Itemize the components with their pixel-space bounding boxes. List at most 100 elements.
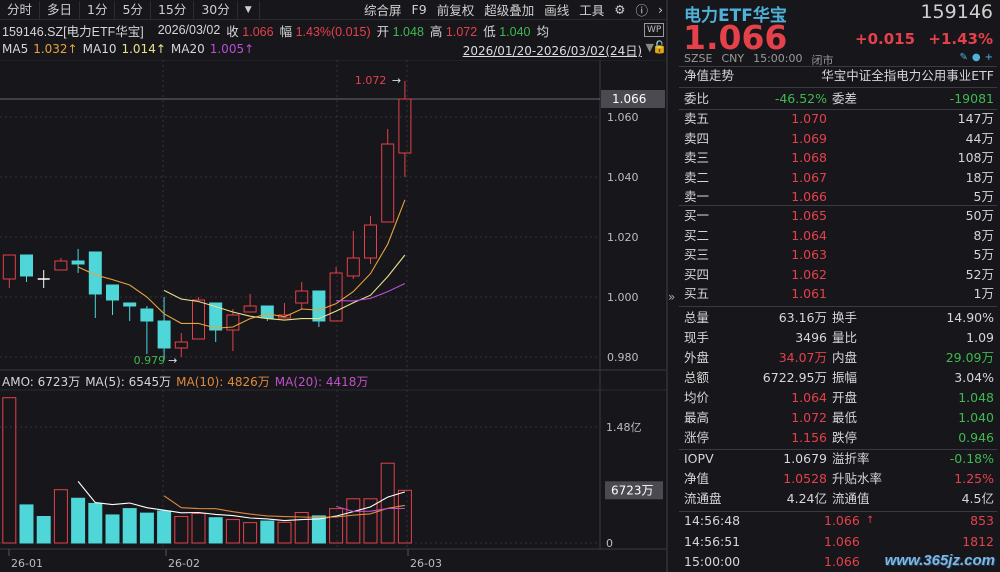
ask-row[interactable]: 卖一 1.066 5万 [684,187,994,207]
ask-row[interactable]: 卖三 1.068 108万 [684,148,994,168]
low-marker-label: 0.979 [134,354,166,367]
low-marker-arrow-icon: → [168,354,177,367]
tab-5min[interactable]: 5分 [115,0,151,19]
forward-adjust-button[interactable]: 前复权 [436,3,475,18]
candle-body [2,254,16,280]
ask-row[interactable]: 卖二 1.067 18万 [684,168,994,188]
volume-bar [53,489,68,544]
range-dropdown-icon[interactable]: ▼ [645,41,654,54]
volume-bar [243,522,258,544]
candle-body [71,260,85,265]
ask-row[interactable]: 卖四 1.069 44万 [684,129,994,149]
nav-trend-row[interactable]: 净值走势 华宝中证全指电力公用事业ETF [684,66,994,86]
tab-15min[interactable]: 15分 [151,0,195,19]
weibi-value: -46.52% [774,91,827,106]
x-axis-label: 26-03 [410,557,442,570]
candle-body [54,260,68,271]
price-change: +0.015 [855,30,916,48]
panel-divider[interactable] [666,0,668,572]
more-periods-icon[interactable]: ▼ [238,0,260,19]
gear-icon[interactable]: ⚙ [614,2,626,17]
tab-30min[interactable]: 30分 [194,0,238,19]
quote-line: 159146.SZ[电力ETF华宝] 2026/03/02 收 1.066 幅 … [2,20,640,40]
fund-row: 流通盘 4.24亿 流通值 4.5亿 [684,489,994,509]
bid-volume: 1万 [973,286,994,301]
candle-body [88,251,102,295]
bid-row[interactable]: 买一 1.065 50万 [684,206,994,226]
order-ratio-row: 委比 -46.52% 委差 -19081 [684,89,994,109]
ask-volume: 44万 [965,130,994,146]
volume-bar [157,510,172,544]
expand-icon[interactable]: » [668,290,676,304]
bid-price: 1.065 [791,208,827,223]
add-icon[interactable]: + [984,52,993,63]
candle-body [157,320,171,349]
edit-icon[interactable]: ✎ [959,52,968,63]
open-label: 开 [376,24,390,39]
avg-label: 均 [536,24,549,39]
ma5-line [77,199,406,329]
composite-screen-button[interactable]: 综合屏 [364,3,402,18]
ma10-label: MA10 [82,42,117,56]
candle-body [243,305,257,313]
ask-price: 1.069 [791,130,827,146]
market: SZSE [684,52,713,65]
alert-icon[interactable]: ● [971,52,981,63]
f9-button[interactable]: F9 [411,2,427,17]
tick-volume: 1812 [962,533,994,549]
stats-label: 最高 [684,410,710,425]
stats-row: 总量 63.16万 换手 14.90% [684,308,994,328]
amo-ma10: MA(10): 4826万 [176,375,270,389]
stats-label: 内盘 [832,350,858,365]
bid-row[interactable]: 买二 1.064 8万 [684,226,994,246]
amo-ma20: MA(20): 4418万 [274,375,369,389]
volume-ma5-line [77,481,406,522]
bid-row[interactable]: 买五 1.061 1万 [684,284,994,304]
amo-value: AMO: 6723万 [2,375,81,389]
candle-body [20,254,33,277]
ask-row[interactable]: 卖五 1.070 147万 [684,109,994,129]
tools-button[interactable]: 工具 [579,3,605,18]
open-value: 1.048 [392,24,424,39]
stats-value: 34.07万 [778,350,827,365]
stats-value: 1.156 [791,430,827,445]
bid-volume: 50万 [965,208,994,223]
bid-volume: 8万 [973,227,994,243]
bid-price: 1.064 [791,227,827,243]
candle-body [123,302,137,307]
quote-panel: 电力ETF华宝 159146 1.066 +0.015 +1.43% SZSE … [679,0,997,572]
lock-icon[interactable]: 🔓 [652,40,667,54]
price-tick-label: 1.000 [607,291,639,304]
stats-value: 3496 [795,330,827,345]
stats-value: 29.09万 [945,350,994,365]
wp-icon[interactable]: WP [644,23,665,37]
candle-body [312,290,326,322]
date-range-selector[interactable]: 2026/01/20-2026/03/02(24日) [462,44,642,58]
stats-label: 现手 [684,330,710,345]
close-value: 1.066 [242,24,274,39]
stats-value: 14.90% [946,310,994,325]
bid-row[interactable]: 买三 1.063 5万 [684,245,994,265]
price-tick-label: 1.040 [607,171,639,184]
tick-time: 14:56:48 [684,513,741,528]
fund-label: 溢折率 [832,451,870,466]
volume-ma10-line [163,495,405,518]
nav-trend-label[interactable]: 净值走势 [684,68,735,83]
bid-price: 1.062 [791,266,827,282]
bid-row[interactable]: 买四 1.062 52万 [684,265,994,285]
volume-bar [139,512,154,544]
stats-label: 最低 [832,410,858,425]
help-icon[interactable]: ⓘ [635,3,648,18]
volume-bar [397,489,412,544]
tab-multiday[interactable]: 多日 [40,0,81,19]
chevron-right-icon[interactable]: › [658,2,663,17]
candle-body [346,257,360,277]
tab-intraday[interactable]: 分时 [0,0,41,19]
draw-line-button[interactable]: 画线 [544,3,570,18]
tab-1min[interactable]: 1分 [80,0,116,19]
volume-tick-label: 1.48亿 [606,421,642,434]
bid-volume: 5万 [973,247,994,262]
overlay-button[interactable]: 超级叠加 [484,3,535,18]
current-price-label: 1.066 [612,92,646,106]
